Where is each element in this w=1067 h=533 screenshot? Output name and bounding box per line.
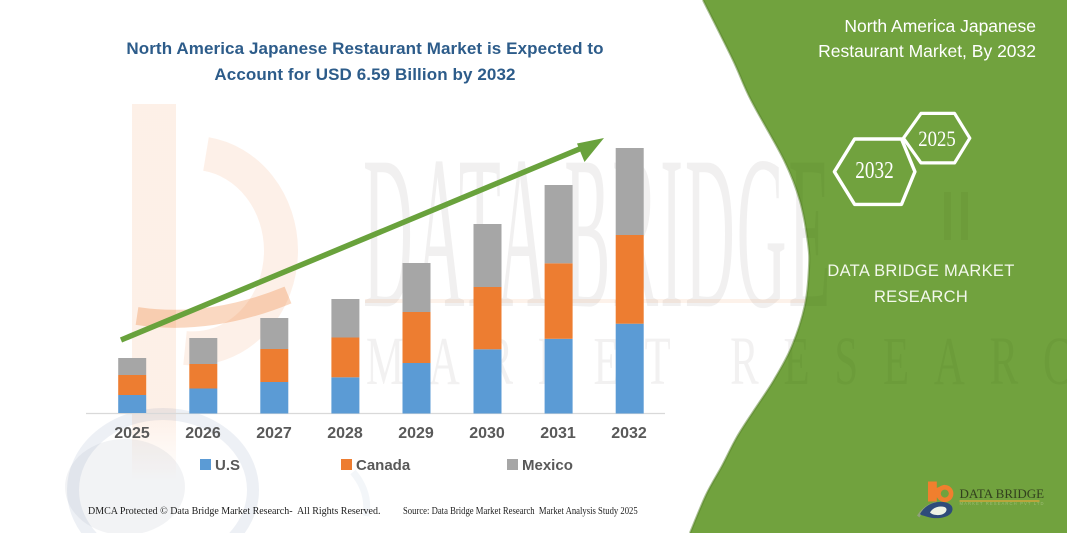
svg-text:DATA BRIDGE: DATA BRIDGE <box>960 486 1045 501</box>
svg-text:MARKET RESEARCH PVT LTD: MARKET RESEARCH PVT LTD <box>960 501 1045 506</box>
